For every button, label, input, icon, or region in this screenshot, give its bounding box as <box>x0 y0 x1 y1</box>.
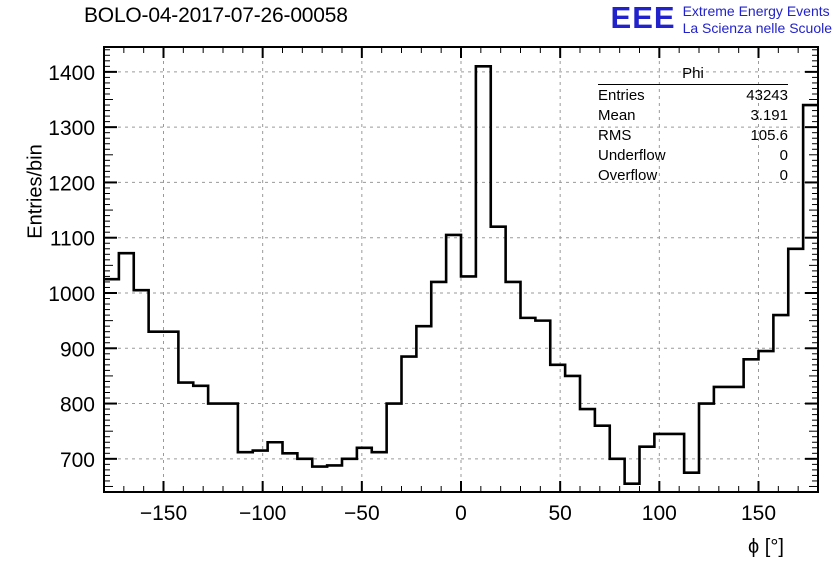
stats-row: Overflow 0 <box>598 165 788 185</box>
x-tick-label: −100 <box>239 502 286 525</box>
stats-value: 0 <box>779 167 788 184</box>
stats-value: 3.191 <box>750 107 788 124</box>
stats-key: Entries <box>598 87 645 104</box>
histogram-step-line <box>104 65 818 486</box>
stats-row: Mean 3.191 <box>598 105 788 125</box>
y-tick-label: 1000 <box>48 283 95 306</box>
stats-box: Phi Entries 43243 Mean 3.191 RMS 105.6 Underfl… <box>598 64 788 185</box>
grid-lines <box>104 47 818 492</box>
x-axis-title: ϕ [°] <box>748 536 784 558</box>
stats-key: Underflow <box>598 147 666 164</box>
plot-frame <box>103 46 819 493</box>
stats-row: Underflow 0 <box>598 145 788 165</box>
stats-value: 0 <box>779 147 788 164</box>
axis-frame <box>103 46 819 493</box>
y-tick-label: 700 <box>60 449 95 472</box>
y-tick-label: 1200 <box>48 172 95 195</box>
stats-row: RMS 105.6 <box>598 125 788 145</box>
x-tick-label: −50 <box>344 502 380 525</box>
x-tick-label: 50 <box>548 502 571 525</box>
stats-key: Overflow <box>598 167 658 184</box>
stats-rows: Entries 43243 Mean 3.191 RMS 105.6 Underflow 0 O… <box>598 85 788 185</box>
y-tick-label: 1300 <box>48 117 95 140</box>
y-tick-label: 1400 <box>48 62 95 85</box>
y-tick-label: 800 <box>60 394 95 417</box>
y-tick-label: 1100 <box>50 228 95 251</box>
eee-logo-line2: La Scienza nelle Scuole <box>682 20 832 36</box>
eee-logo-line1: Extreme Energy Events <box>682 3 830 19</box>
histogram-series <box>104 65 818 486</box>
stats-value: 105.6 <box>750 127 788 144</box>
stats-title: Phi <box>598 64 788 85</box>
page-title: BOLO-04-2017-07-26-00058 <box>84 4 348 27</box>
stats-key: Mean <box>598 107 636 124</box>
y-tick-label: 900 <box>60 338 95 361</box>
eee-logo: EEE Extreme Energy Events La Scienza nel… <box>611 2 832 37</box>
stats-row: Entries 43243 <box>598 85 788 105</box>
x-tick-label: 150 <box>741 502 776 525</box>
x-tick-label: −150 <box>140 502 187 525</box>
stats-key: RMS <box>598 127 632 144</box>
axis-tick-labels: −150 −100 −50 0 50 100 150 700 800 900 1000 1100 120… <box>48 62 776 525</box>
x-tick-label: 0 <box>455 502 467 525</box>
x-tick-label: 100 <box>642 502 677 525</box>
stats-value: 43243 <box>746 87 788 104</box>
eee-logo-mark: EEE <box>610 0 676 35</box>
eee-logo-text: Extreme Energy Events La Scienza nelle S… <box>683 2 832 37</box>
